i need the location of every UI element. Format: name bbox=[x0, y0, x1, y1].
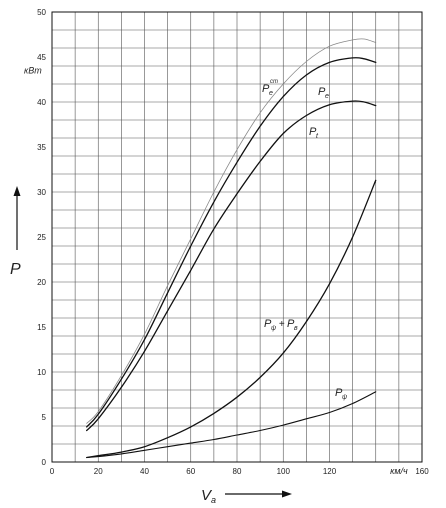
label-pt-sub: t bbox=[316, 133, 319, 140]
label-ppsi-main: P bbox=[335, 387, 343, 399]
y-tick-label: 45 bbox=[37, 53, 46, 62]
x-axis-label: V bbox=[201, 487, 213, 504]
series-line-0 bbox=[86, 38, 377, 424]
label-ppsi: P ψ bbox=[335, 387, 347, 401]
label-ppsi-pv: P ψ + P в bbox=[264, 318, 298, 332]
series-line-1 bbox=[86, 57, 377, 428]
x-tick-label: 160 bbox=[415, 467, 429, 476]
label-pe-cm-sub: e bbox=[269, 90, 273, 97]
tick-labels: 0 5 10 15 20 25 30 35 40 45 50 0 20 40 60 80 100 120 160 bbox=[37, 8, 429, 476]
x-tick-label: 20 bbox=[94, 467, 103, 476]
x-tick-label: 0 bbox=[50, 467, 55, 476]
series-line-2 bbox=[86, 100, 377, 432]
series-labels: P e cm P e P t P ψ + P в P ψ bbox=[262, 79, 347, 401]
series-lines bbox=[86, 38, 377, 459]
y-tick-label: 0 bbox=[42, 458, 47, 467]
y-tick-label: 35 bbox=[37, 143, 46, 152]
y-tick-label: 40 bbox=[37, 98, 46, 107]
y-axis-title: P bbox=[10, 186, 21, 278]
plot-frame bbox=[51, 11, 423, 463]
label-pe: P e bbox=[318, 86, 329, 100]
x-tick-label: 40 bbox=[140, 467, 149, 476]
y-tick-label: 15 bbox=[37, 323, 46, 332]
x-axis-title: V a bbox=[201, 487, 292, 505]
label-pe-cm-sup: cm bbox=[270, 79, 278, 85]
y-tick-label: 5 bbox=[42, 413, 47, 422]
label-ppsi-pv-main2: P bbox=[287, 318, 295, 330]
label-ppsi-pv-sub2: в bbox=[294, 325, 298, 332]
y-axis-label: P bbox=[10, 261, 21, 278]
x-tick-label: 120 bbox=[323, 467, 337, 476]
x-tick-label: 80 bbox=[233, 467, 242, 476]
x-axis-arrowhead bbox=[282, 490, 292, 498]
label-pe-main: P bbox=[318, 86, 326, 98]
label-ppsi-pv-main: P bbox=[264, 318, 272, 330]
y-tick-label: 10 bbox=[37, 368, 46, 377]
label-pe-cm-main: P bbox=[262, 83, 270, 95]
y-tick-label: 50 bbox=[37, 8, 46, 17]
y-tick-label: 25 bbox=[37, 233, 46, 242]
x-axis-label-sub: a bbox=[211, 495, 216, 505]
y-unit-label: кВт bbox=[24, 66, 42, 76]
series-line-4 bbox=[86, 391, 377, 459]
y-axis-arrowhead bbox=[13, 186, 21, 196]
label-pt: P t bbox=[309, 126, 319, 140]
label-pe-cm: P e cm bbox=[262, 79, 278, 97]
label-ppsi-sub: ψ bbox=[342, 394, 347, 401]
x-tick-label: 100 bbox=[277, 467, 291, 476]
grid bbox=[52, 12, 422, 462]
label-ppsi-pv-plus: + bbox=[276, 319, 287, 330]
plot-border bbox=[51, 11, 423, 463]
x-unit-label: км/ч bbox=[390, 466, 408, 476]
y-tick-label: 30 bbox=[37, 188, 46, 197]
label-pt-main: P bbox=[309, 126, 317, 138]
x-tick-label: 60 bbox=[186, 467, 195, 476]
label-ppsi-pv-sub: ψ bbox=[271, 325, 276, 332]
series-line-3 bbox=[86, 179, 377, 459]
label-pe-sub: e bbox=[325, 93, 329, 100]
y-tick-label: 20 bbox=[37, 278, 46, 287]
